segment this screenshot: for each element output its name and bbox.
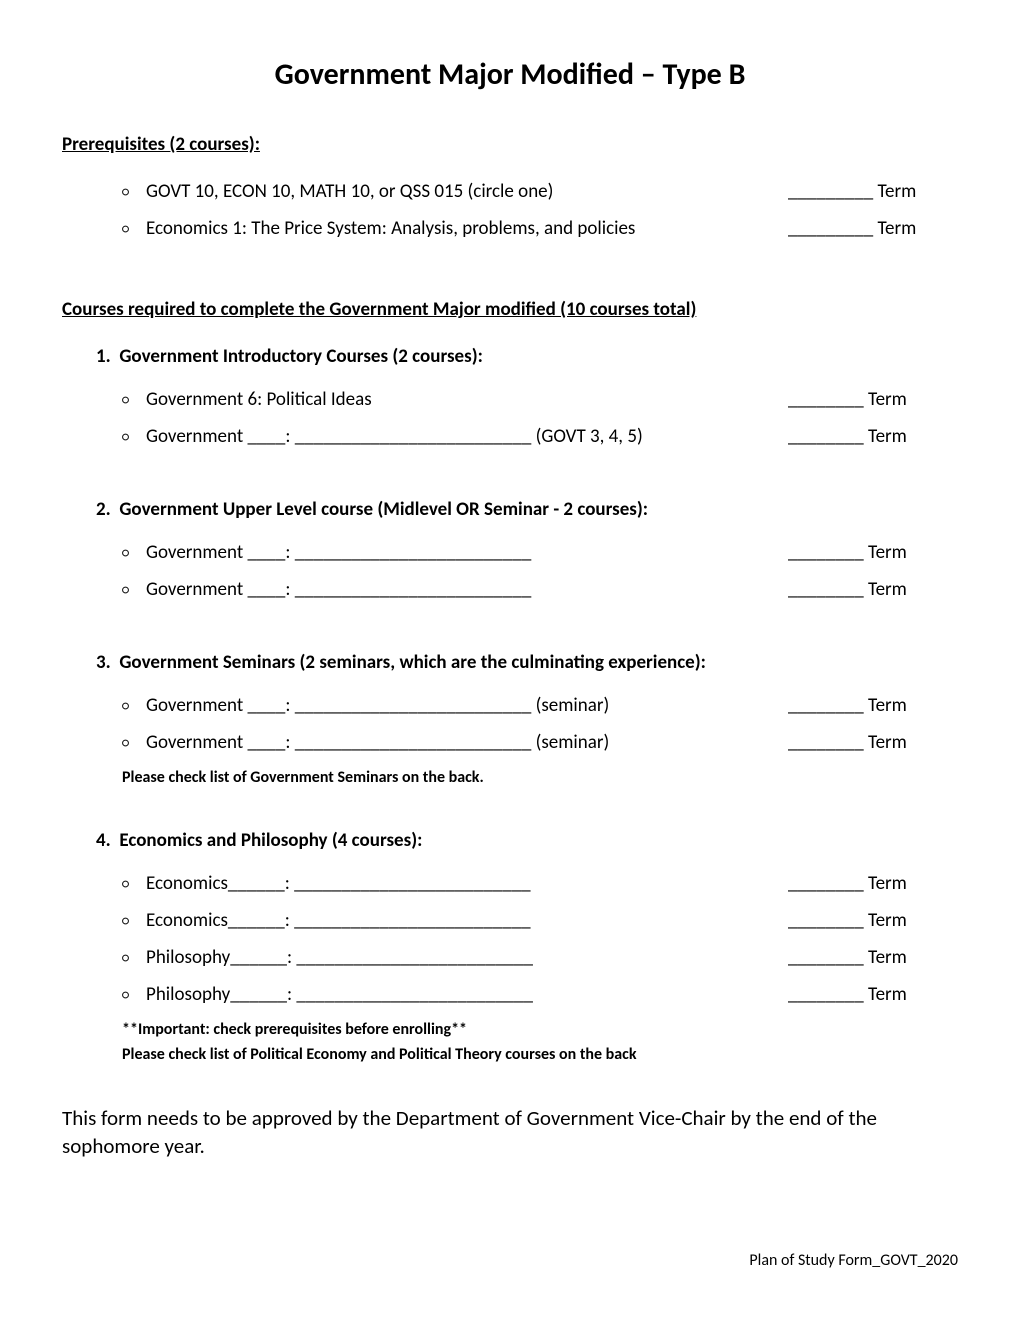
prereq-header: Prerequisites (2 courses):	[62, 133, 958, 156]
section-heading: 4. Economics and Philosophy (4 courses):	[96, 829, 958, 852]
course-item: ○ Economics______: _____________________…	[122, 872, 958, 895]
section-num: 2.	[96, 498, 111, 521]
bullet-icon: ○	[122, 583, 146, 598]
section-note: Please check list of Political Economy a…	[122, 1045, 958, 1064]
section-heading: 2. Government Upper Level course (Midlev…	[96, 498, 958, 521]
course-item: ○ Government ____: _____________________…	[122, 425, 958, 448]
course-text: Economics______: _______________________…	[146, 872, 788, 895]
bullet-icon: ○	[122, 699, 146, 714]
bullet-icon: ○	[122, 393, 146, 408]
course-text: Government ____: _______________________…	[146, 541, 788, 564]
footer-text: Plan of Study Form_GOVT_2020	[749, 1251, 958, 1270]
prereq-item: ○ GOVT 10, ECON 10, MATH 10, or QSS 015 …	[122, 180, 958, 203]
term-blank: ________ Term	[788, 578, 958, 601]
course-item: ○ Government 6: Political Ideas ________…	[122, 388, 958, 411]
term-blank: ________ Term	[788, 872, 958, 895]
term-blank: ________ Term	[788, 983, 958, 1006]
term-blank: _________ Term	[788, 180, 958, 203]
section-heading: 3. Government Seminars (2 seminars, whic…	[96, 651, 958, 674]
term-blank: _________ Term	[788, 217, 958, 240]
term-blank: ________ Term	[788, 425, 958, 448]
term-blank: ________ Term	[788, 694, 958, 717]
page-title: Government Major Modified – Type B	[62, 56, 958, 93]
term-blank: ________ Term	[788, 541, 958, 564]
term-blank: ________ Term	[788, 946, 958, 969]
term-blank: ________ Term	[788, 731, 958, 754]
bullet-icon: ○	[122, 988, 146, 1003]
section-title: Government Upper Level course (Midlevel …	[119, 498, 648, 521]
bullet-icon: ○	[122, 222, 146, 237]
section-heading: 1. Government Introductory Courses (2 co…	[96, 345, 958, 368]
term-blank: ________ Term	[788, 909, 958, 932]
bullet-icon: ○	[122, 914, 146, 929]
course-text: Philosophy______: ______________________…	[146, 983, 788, 1006]
bullet-icon: ○	[122, 951, 146, 966]
course-item: ○ Government ____: _____________________…	[122, 578, 958, 601]
course-text: Economics 1: The Price System: Analysis,…	[146, 217, 788, 240]
section-num: 1.	[96, 345, 111, 368]
required-header: Courses required to complete the Governm…	[62, 298, 958, 321]
course-text: Economics______: _______________________…	[146, 909, 788, 932]
course-item: ○ Philosophy______: ____________________…	[122, 983, 958, 1006]
course-item: ○ Government ____: _____________________…	[122, 731, 958, 754]
course-text: Government ____: _______________________…	[146, 694, 788, 717]
term-blank: ________ Term	[788, 388, 958, 411]
course-item: ○ Philosophy______: ____________________…	[122, 946, 958, 969]
course-text: Government ____: _______________________…	[146, 578, 788, 601]
course-text: Government ____: _______________________…	[146, 425, 788, 448]
closing-text: This form needs to be approved by the De…	[62, 1104, 958, 1161]
course-text: Government ____: _______________________…	[146, 731, 788, 754]
bullet-icon: ○	[122, 877, 146, 892]
section-note: **Important: check prerequisites before …	[122, 1020, 958, 1039]
section-num: 4.	[96, 829, 111, 852]
course-text: GOVT 10, ECON 10, MATH 10, or QSS 015 (c…	[146, 180, 788, 203]
course-item: ○ Government ____: _____________________…	[122, 541, 958, 564]
bullet-icon: ○	[122, 546, 146, 561]
section-title: Government Introductory Courses (2 cours…	[119, 345, 483, 368]
course-text: Philosophy______: ______________________…	[146, 946, 788, 969]
course-item: ○ Economics______: _____________________…	[122, 909, 958, 932]
bullet-icon: ○	[122, 185, 146, 200]
section-title: Government Seminars (2 seminars, which a…	[119, 651, 706, 674]
bullet-icon: ○	[122, 736, 146, 751]
prereq-item: ○ Economics 1: The Price System: Analysi…	[122, 217, 958, 240]
course-text: Government 6: Political Ideas	[146, 388, 788, 411]
bullet-icon: ○	[122, 430, 146, 445]
course-item: ○ Government ____: _____________________…	[122, 694, 958, 717]
section-num: 3.	[96, 651, 111, 674]
section-title: Economics and Philosophy (4 courses):	[119, 829, 422, 852]
section-note: Please check list of Government Seminars…	[122, 768, 958, 787]
